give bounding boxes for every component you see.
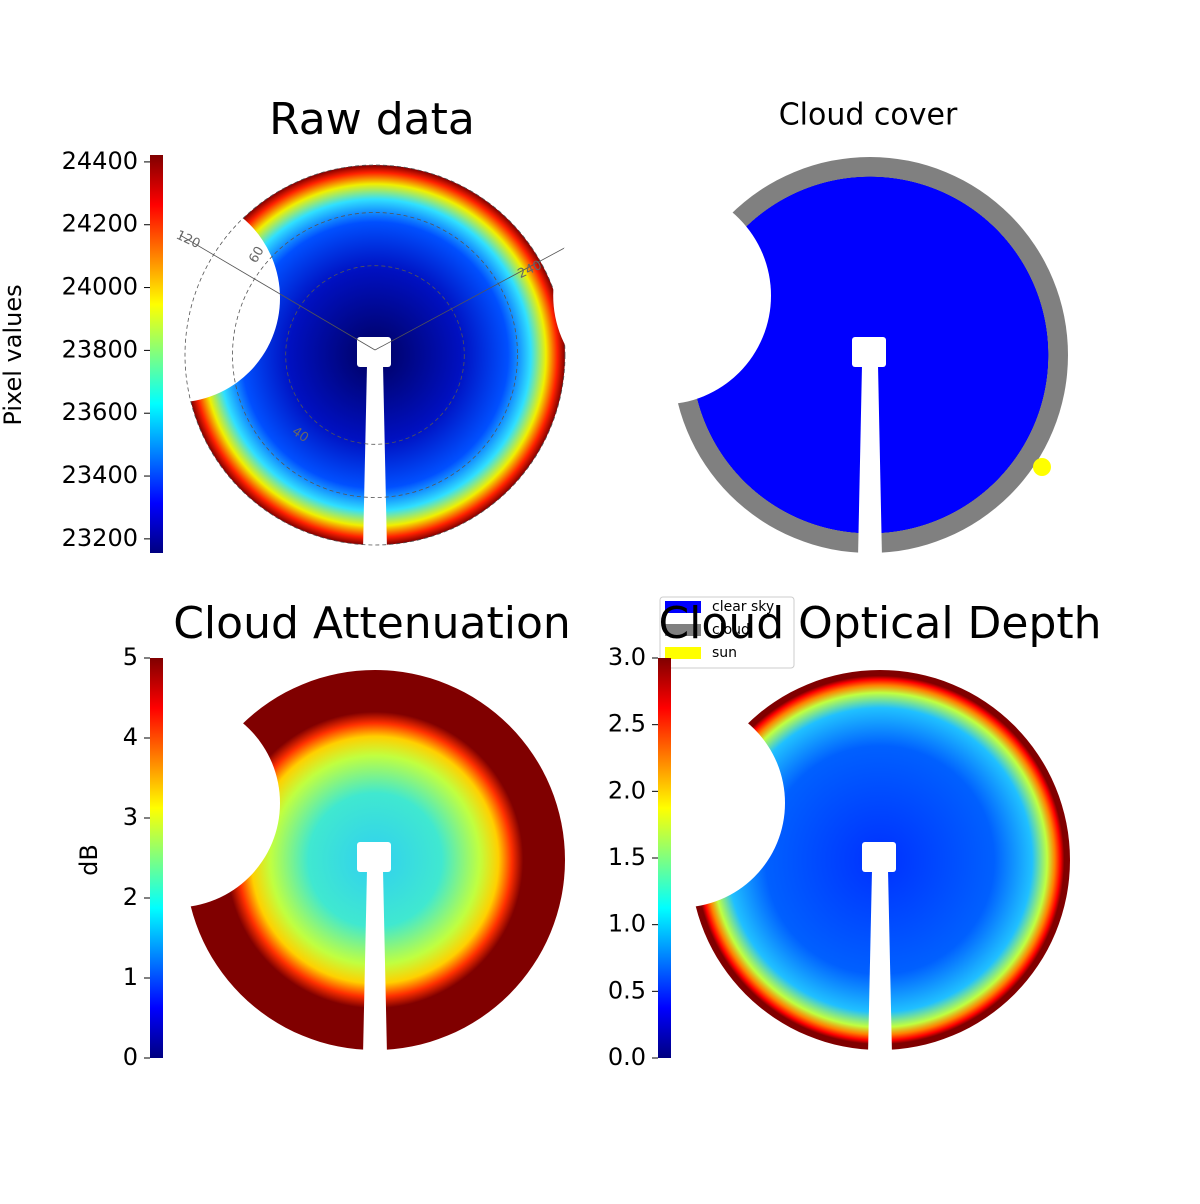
- polar-grid: [184, 164, 566, 546]
- obstruction: [576, 698, 785, 908]
- mast: [363, 870, 387, 1055]
- mast-head: [852, 337, 886, 367]
- legend-swatch: [665, 601, 701, 613]
- panel-title: Cloud Optical Depth: [658, 598, 1101, 649]
- tick-label: 2: [123, 883, 138, 911]
- sun-marker: [1033, 458, 1051, 476]
- tick-label: 23800: [62, 335, 138, 363]
- tick-label: 3: [123, 803, 138, 831]
- colorbar: [150, 658, 163, 1058]
- polar-grid: [179, 234, 376, 351]
- legend-swatch: [665, 624, 701, 636]
- tick-label: 2.5: [608, 710, 646, 738]
- mast-head: [862, 842, 896, 872]
- tick-label: 24200: [62, 210, 138, 238]
- tick-label: 1.0: [608, 910, 646, 938]
- tick-label: 23600: [62, 398, 138, 426]
- polar-grid: [285, 265, 465, 445]
- tick-label: 4: [123, 723, 138, 751]
- mast-head: [357, 337, 391, 367]
- tick-label: 23200: [62, 524, 138, 552]
- tick-label: 24000: [62, 273, 138, 301]
- legend-swatch: [665, 647, 701, 659]
- panel-title: Raw data: [269, 94, 475, 145]
- panel-title: Cloud Attenuation: [173, 598, 571, 649]
- legend-label: sun: [712, 645, 737, 661]
- tick-label: 0.0: [608, 1043, 646, 1071]
- obstruction: [553, 186, 771, 405]
- tick-label: 5: [123, 643, 138, 671]
- colorbar: [150, 155, 163, 553]
- obstruction: [71, 698, 280, 908]
- tick-label: 1: [123, 963, 138, 991]
- tick-label: 0.5: [608, 976, 646, 1004]
- tick-label: 23400: [62, 461, 138, 489]
- polar-grid: [374, 244, 571, 351]
- colorbar-label: dB: [75, 844, 103, 876]
- polar-label: 60: [246, 244, 267, 266]
- mast-head: [357, 842, 391, 872]
- colorbar: [658, 658, 671, 1058]
- tick-label: 1.5: [608, 843, 646, 871]
- colorbar-label: Pixel values: [0, 284, 27, 425]
- panel-title: Cloud cover: [779, 98, 958, 133]
- mast: [868, 870, 892, 1055]
- legend-label: cloud: [712, 622, 750, 638]
- tick-label: 0: [123, 1043, 138, 1071]
- tick-label: 2.0: [608, 776, 646, 804]
- legend-label: clear sky: [712, 599, 774, 615]
- polar-grid: [232, 212, 518, 498]
- mast: [363, 365, 387, 550]
- tick-label: 3.0: [608, 643, 646, 671]
- mast: [858, 365, 882, 558]
- tick-label: 24400: [62, 147, 138, 175]
- obstruction: [71, 193, 280, 403]
